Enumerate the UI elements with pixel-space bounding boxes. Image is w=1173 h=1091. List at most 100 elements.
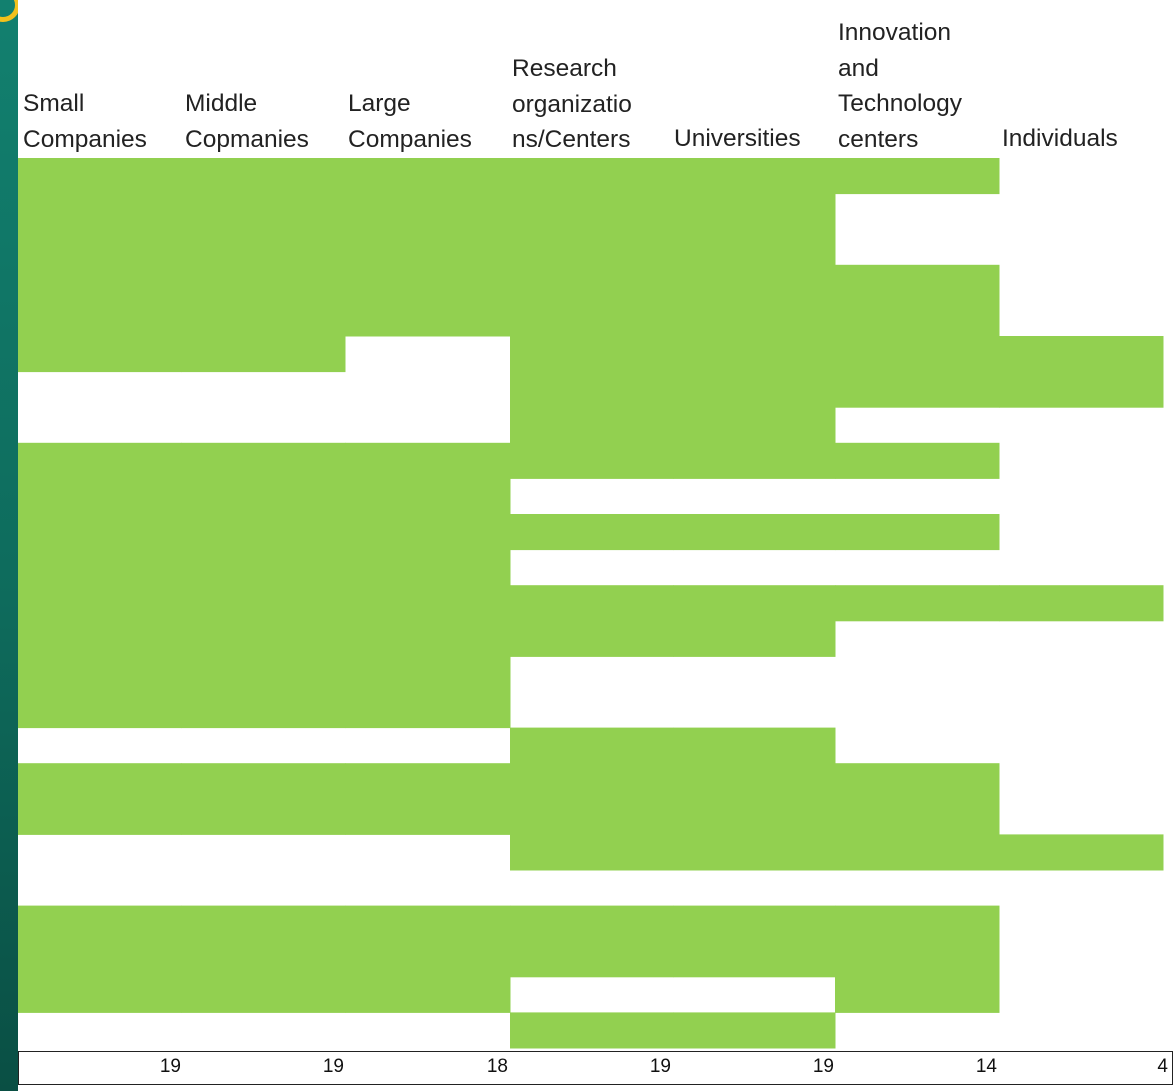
heatmap-cell-r10-c5 [835, 514, 1000, 551]
column-header-research-organizations: Research organizatio ns/Centers [512, 55, 632, 153]
heatmap-cell-r1-c3 [510, 193, 674, 230]
heatmap-cell-r0-c4 [673, 158, 836, 195]
heatmap-cell-r3-c5 [835, 264, 1000, 301]
heatmap-cell-r1-c4 [673, 193, 836, 230]
heatmap-cell-r18-c0 [18, 798, 182, 835]
heatmap-cell-r0-c5 [835, 158, 1000, 195]
heatmap-cell-r23-c2 [345, 976, 511, 1013]
heatmap-grid [18, 158, 1164, 1049]
heatmap-cell-r15-c0 [18, 692, 182, 729]
heatmap-cell-r18-c2 [345, 798, 511, 835]
column-header-innovation-technology-centers: Innovation and Technology centers [838, 19, 962, 153]
heatmap-cell-r17-c1 [181, 763, 346, 800]
heatmap-cell-r12-c3 [510, 585, 674, 622]
heatmap-cell-r12-c0 [18, 585, 182, 622]
heatmap-cell-r8-c1 [181, 442, 346, 479]
heatmap-cell-r10-c4 [673, 514, 836, 551]
logo-ring-icon [0, 0, 20, 22]
heatmap-cell-r17-c2 [345, 763, 511, 800]
heatmap-cell-r13-c2 [345, 620, 511, 657]
heatmap-cell-r13-c3 [510, 620, 674, 657]
heatmap-cell-r2-c2 [345, 229, 511, 266]
heatmap-cell-r3-c3 [510, 264, 674, 301]
total-individuals: 4 [1157, 1056, 1168, 1077]
heatmap-cell-r22-c2 [345, 941, 511, 978]
heatmap-cell-r15-c1 [181, 692, 346, 729]
heatmap-cell-r4-c0 [18, 300, 182, 337]
column-header-large-companies: Large Companies [348, 90, 472, 153]
heatmap-cell-r17-c4 [673, 763, 836, 800]
heatmap-cell-r18-c4 [673, 798, 836, 835]
heatmap-cell-r12-c6 [999, 585, 1164, 622]
heatmap-cell-r5-c6 [999, 336, 1164, 373]
total-innovation-technology-centers: 14 [975, 1056, 997, 1077]
heatmap-cell-r23-c1 [181, 976, 346, 1013]
heatmap-cell-r24-c3 [510, 1012, 674, 1049]
heatmap-cell-r13-c0 [18, 620, 182, 657]
heatmap-cell-r10-c0 [18, 514, 182, 551]
column-header-universities: Universities [674, 125, 801, 152]
heatmap-cell-r9-c0 [18, 478, 182, 515]
heatmap-cell-r0-c0 [18, 158, 182, 195]
total-large-companies: 18 [486, 1056, 508, 1077]
heatmap-cell-r7-c3 [510, 407, 674, 444]
heatmap-cell-r5-c1 [181, 336, 346, 373]
heatmap-cell-r0-c2 [345, 158, 511, 195]
heatmap-cell-r4-c5 [835, 300, 1000, 337]
column-header-individuals: Individuals [1002, 125, 1118, 152]
heatmap-cell-r6-c3 [510, 371, 674, 408]
heatmap-cell-r10-c2 [345, 514, 511, 551]
heatmap-cell-r22-c4 [673, 941, 836, 978]
heatmap-cell-r18-c1 [181, 798, 346, 835]
heatmap-cell-r21-c0 [18, 905, 182, 942]
heatmap-cell-r14-c2 [345, 656, 511, 693]
heatmap-cell-r1-c0 [18, 193, 182, 230]
heatmap-cell-r5-c4 [673, 336, 836, 373]
heatmap-cell-r2-c1 [181, 229, 346, 266]
heatmap-cell-r9-c2 [345, 478, 511, 515]
heatmap-cell-r0-c1 [181, 158, 346, 195]
total-small-companies: 19 [159, 1056, 181, 1077]
heatmap-cell-r18-c5 [835, 798, 1000, 835]
heatmap-cell-r6-c5 [835, 371, 1000, 408]
heatmap-cell-r14-c1 [181, 656, 346, 693]
heatmap-cell-r5-c5 [835, 336, 1000, 373]
heatmap-cell-r8-c2 [345, 442, 511, 479]
heatmap-cell-r4-c2 [345, 300, 511, 337]
heatmap-cell-r1-c2 [345, 193, 511, 230]
heatmap-cell-r12-c1 [181, 585, 346, 622]
heatmap-cell-r17-c0 [18, 763, 182, 800]
heatmap-cell-r11-c1 [181, 549, 346, 586]
heatmap-cell-r4-c4 [673, 300, 836, 337]
heatmap-cell-r6-c6 [999, 371, 1164, 408]
heatmap-cell-r16-c4 [673, 727, 836, 764]
heatmap-cell-r13-c4 [673, 620, 836, 657]
heatmap-cell-r2-c4 [673, 229, 836, 266]
heatmap-cell-r15-c2 [345, 692, 511, 729]
heatmap-cell-r23-c0 [18, 976, 182, 1013]
heatmap-cell-r0-c3 [510, 158, 674, 195]
heatmap-cell-r5-c0 [18, 336, 182, 373]
column-header-small-companies: Small Companies [23, 90, 147, 153]
heatmap-cell-r17-c3 [510, 763, 674, 800]
heatmap-cell-r22-c3 [510, 941, 674, 978]
heatmap-cell-r19-c6 [999, 834, 1164, 871]
heatmap-cell-r3-c4 [673, 264, 836, 301]
total-research-organizations: 19 [649, 1056, 671, 1077]
heatmap-cell-r22-c5 [835, 941, 1000, 978]
heatmap-cell-r22-c1 [181, 941, 346, 978]
heatmap-cell-r8-c3 [510, 442, 674, 479]
heatmap-cell-r12-c5 [835, 585, 1000, 622]
heatmap-cell-r12-c4 [673, 585, 836, 622]
heatmap-cell-r5-c3 [510, 336, 674, 373]
totals-row: 19 19 18 19 19 14 4 [18, 1051, 1173, 1085]
heatmap-cell-r8-c0 [18, 442, 182, 479]
heatmap-cell-r8-c4 [673, 442, 836, 479]
heatmap-cell-r18-c3 [510, 798, 674, 835]
heatmap-cell-r1-c1 [181, 193, 346, 230]
heatmap-sheet: Small Companies Middle Copmanies Large C… [18, 0, 1173, 1091]
heatmap-cell-r13-c1 [181, 620, 346, 657]
heatmap-cell-r19-c5 [835, 834, 1000, 871]
heatmap-cell-r17-c5 [835, 763, 1000, 800]
heatmap-cell-r10-c1 [181, 514, 346, 551]
